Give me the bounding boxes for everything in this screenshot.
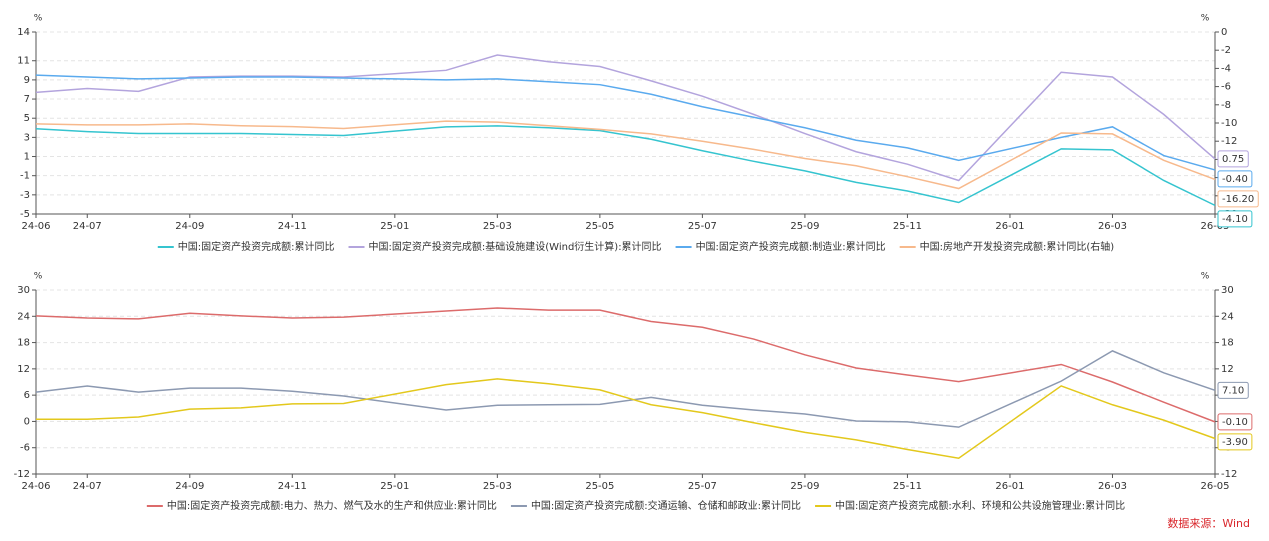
value-label: 7.10 [1222, 385, 1244, 396]
legend-label: 中国:房地产开发投资完成额:累计同比(右轴) [920, 240, 1115, 253]
y-tick-label: 9 [24, 75, 30, 86]
series-line [35, 120, 1216, 190]
value-label-box [1217, 433, 1253, 451]
y2-axis-unit: % [1201, 272, 1210, 282]
y-tick-label: 5 [24, 113, 30, 124]
x-tick-label: 24-06 [21, 481, 50, 492]
y2-tick-label: -2 [1221, 45, 1231, 56]
y2-tick-label: 18 [1221, 338, 1234, 349]
series-line [36, 378, 1216, 460]
legend-label: 中国:固定资产投资完成额:累计同比 [178, 240, 335, 253]
y-tick-label: -3 [20, 190, 30, 201]
x-tick-label: 24-06 [21, 221, 50, 232]
x-tick-label: 25-07 [688, 481, 717, 492]
y2-tick-label: -4 [1221, 63, 1231, 74]
y-tick-label: 12 [17, 364, 30, 375]
x-tick-label: 25-05 [585, 221, 614, 232]
y2-tick-label: -8 [1221, 100, 1231, 111]
x-tick-label: 25-07 [688, 221, 717, 232]
y-tick-label: 30 [17, 285, 30, 296]
series-line [35, 54, 1216, 182]
y2-axis-unit: % [1201, 14, 1210, 24]
y2-tick-label: -6 [1221, 82, 1231, 93]
legend-label: 中国:固定资产投资完成额:制造业:累计同比 [696, 240, 886, 253]
value-label-box [1217, 190, 1259, 208]
value-label-box [1217, 210, 1253, 228]
x-tick-label: 26-05 [1200, 221, 1229, 232]
y-tick-label: 11 [17, 56, 30, 67]
x-tick-label: 26-03 [1098, 481, 1127, 492]
legend-label: 中国:固定资产投资完成额:基础设施建设(Wind衍生计算):累计同比 [369, 240, 662, 253]
x-tick-label: 25-03 [483, 221, 512, 232]
y-tick-label: 18 [17, 338, 30, 349]
series-line [35, 74, 1216, 171]
value-label-box [1217, 150, 1249, 168]
value-label: -0.40 [1222, 174, 1248, 185]
value-label: 0.75 [1222, 154, 1244, 165]
y2-tick-label: 0 [1221, 27, 1227, 38]
value-label: -0.10 [1222, 417, 1248, 428]
x-tick-label: 26-03 [1098, 221, 1127, 232]
value-label: -3.90 [1222, 437, 1248, 448]
y-tick-label: -6 [20, 443, 30, 454]
series-line [35, 350, 1216, 428]
value-label-box [1217, 413, 1253, 431]
series-line [35, 125, 1216, 207]
y-tick-label: -5 [20, 209, 30, 220]
value-label: -16.20 [1222, 194, 1254, 205]
y-tick-label: 24 [17, 311, 30, 322]
y-axis-unit: % [34, 14, 43, 24]
legend-label: 中国:固定资产投资完成额:交通运输、仓储和邮政业:累计同比 [531, 499, 801, 512]
x-tick-label: 25-05 [585, 481, 614, 492]
x-tick-label: 25-09 [790, 221, 819, 232]
y-tick-label: -12 [14, 469, 30, 480]
y2-tick-label: -12 [1221, 136, 1237, 147]
y-tick-label: 14 [17, 27, 30, 38]
y-tick-label: 6 [24, 390, 30, 401]
y-tick-label: 3 [24, 132, 30, 143]
value-label: -4.10 [1222, 214, 1248, 225]
value-label-box [1217, 170, 1253, 188]
y2-tick-label: 12 [1221, 364, 1234, 375]
x-tick-label: 24-11 [278, 221, 307, 232]
y2-tick-label: 24 [1221, 311, 1234, 322]
y-tick-label: 7 [24, 94, 30, 105]
y-axis-unit: % [34, 272, 43, 282]
x-tick-label: 25-11 [893, 221, 922, 232]
x-tick-label: 26-05 [1200, 481, 1229, 492]
y2-tick-label: 30 [1221, 285, 1234, 296]
x-tick-label: 25-09 [790, 481, 819, 492]
legend-label: 中国:固定资产投资完成额:电力、热力、燃气及水的生产和供应业:累计同比 [167, 499, 497, 512]
x-tick-label: 24-07 [73, 481, 102, 492]
y-tick-label: 0 [24, 416, 30, 427]
x-tick-label: 26-01 [995, 481, 1024, 492]
series-line [35, 307, 1216, 423]
x-tick-label: 24-09 [175, 221, 204, 232]
x-tick-label: 24-09 [175, 481, 204, 492]
x-tick-label: 26-01 [995, 221, 1024, 232]
y2-tick-label: -10 [1221, 118, 1237, 129]
y-tick-label: -1 [20, 171, 30, 182]
value-label-box [1217, 381, 1249, 399]
x-tick-label: 25-11 [893, 481, 922, 492]
x-tick-label: 25-01 [380, 221, 409, 232]
source: 数据来源：Wind [1167, 516, 1250, 530]
x-tick-label: 25-01 [380, 481, 409, 492]
x-tick-label: 24-07 [73, 221, 102, 232]
x-tick-label: 24-11 [278, 481, 307, 492]
y2-tick-label: -12 [1221, 469, 1237, 480]
legend-label: 中国:固定资产投资完成额:水利、环境和公共设施管理业:累计同比 [835, 499, 1125, 512]
y-tick-label: 1 [24, 152, 30, 163]
x-tick-label: 25-03 [483, 481, 512, 492]
